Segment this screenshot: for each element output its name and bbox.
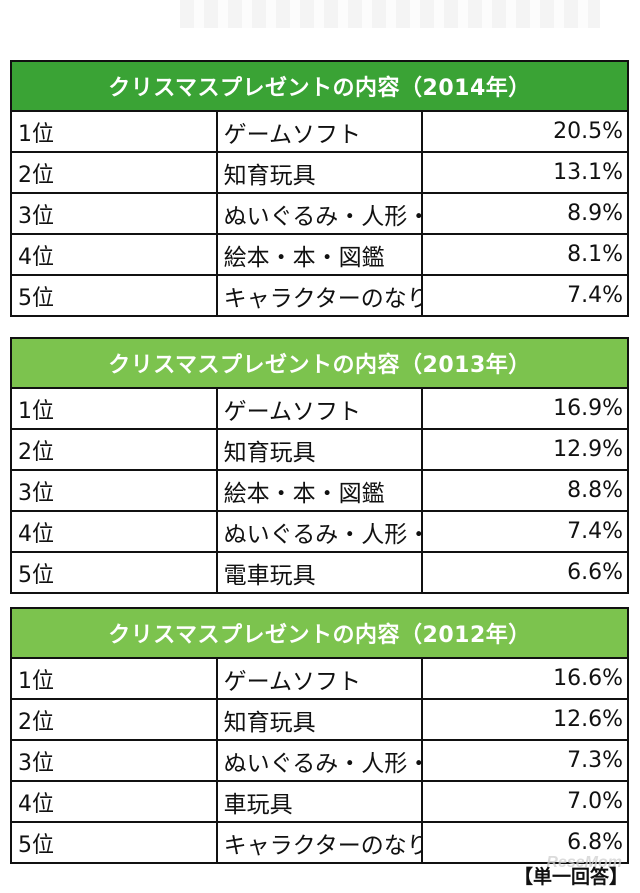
rank-cell: 1位 <box>10 657 218 700</box>
rank-cell: 4位 <box>10 233 218 276</box>
rank-cell: 2位 <box>10 698 218 741</box>
item-cell: 知育玩具 <box>215 698 424 741</box>
rank-cell: 2位 <box>10 428 218 471</box>
rank-cell: 1位 <box>10 387 218 430</box>
table-row: 1位 ゲームソフト 16.9% <box>10 387 629 430</box>
ranking-table-2013: クリスマスプレゼントの内容（2013年） 1位 ゲームソフト 16.9% 2位 … <box>10 337 629 594</box>
item-cell: 知育玩具 <box>215 151 424 194</box>
table-row: 4位 絵本・本・図鑑 8.1% <box>10 233 629 276</box>
item-cell: 車玩具 <box>215 780 424 823</box>
ranking-table-2012: クリスマスプレゼントの内容（2012年） 1位 ゲームソフト 16.6% 2位 … <box>10 607 629 864</box>
percent-cell: 16.9% <box>421 387 629 430</box>
answer-type-note: 【単一回答】 <box>513 866 628 888</box>
rank-cell: 5位 <box>10 551 218 594</box>
percent-cell: 7.0% <box>421 780 629 823</box>
percent-cell: 8.8% <box>421 469 629 512</box>
table-title: クリスマスプレゼントの内容（2013年） <box>10 337 629 389</box>
table-row: 5位 キャラクターのなりきり・変身玩具 6.8% <box>10 821 629 864</box>
rank-cell: 3位 <box>10 469 218 512</box>
item-cell: キャラクターのなりきり・変身玩具 <box>215 821 424 864</box>
rank-cell: 4位 <box>10 780 218 823</box>
table-title: クリスマスプレゼントの内容（2012年） <box>10 607 629 659</box>
watermark-logo: ReseMom <box>546 854 622 871</box>
percent-cell: 7.3% <box>421 739 629 782</box>
table-row: 2位 知育玩具 12.6% <box>10 698 629 741</box>
item-cell: ゲームソフト <box>215 110 424 153</box>
rank-cell: 3位 <box>10 192 218 235</box>
item-cell: 知育玩具 <box>215 428 424 471</box>
item-cell: キャラクターのなりきり・変身玩具 <box>215 274 424 317</box>
table-row: 2位 知育玩具 12.9% <box>10 428 629 471</box>
faint-top-band <box>180 0 600 28</box>
percent-cell: 8.9% <box>421 192 629 235</box>
percent-cell: 13.1% <box>421 151 629 194</box>
percent-cell: 12.6% <box>421 698 629 741</box>
rank-cell: 4位 <box>10 510 218 553</box>
table-row: 4位 ぬいぐるみ・人形・フィギュア・ロボット 7.4% <box>10 510 629 553</box>
rank-cell: 5位 <box>10 274 218 317</box>
rank-cell: 1位 <box>10 110 218 153</box>
percent-cell: 8.1% <box>421 233 629 276</box>
table-row: 5位 電車玩具 6.6% <box>10 551 629 594</box>
percent-cell: 12.9% <box>421 428 629 471</box>
percent-cell: 16.6% <box>421 657 629 700</box>
item-cell: 絵本・本・図鑑 <box>215 469 424 512</box>
item-cell: ぬいぐるみ・人形・フィギュア・ロボット <box>215 510 424 553</box>
percent-cell: 7.4% <box>421 510 629 553</box>
table-row: 4位 車玩具 7.0% <box>10 780 629 823</box>
table-row: 5位 キャラクターのなりきり・変身玩具 7.4% <box>10 274 629 317</box>
rank-cell: 2位 <box>10 151 218 194</box>
percent-cell: 6.6% <box>421 551 629 594</box>
percent-cell: 6.8% <box>421 821 629 864</box>
item-cell: ぬいぐるみ・人形・フィギュア・ロボット <box>215 192 424 235</box>
rank-cell: 5位 <box>10 821 218 864</box>
item-cell: 絵本・本・図鑑 <box>215 233 424 276</box>
table-row: 1位 ゲームソフト 20.5% <box>10 110 629 153</box>
table-row: 3位 ぬいぐるみ・人形・フィギュア・ロボット 8.9% <box>10 192 629 235</box>
ranking-table-2014: クリスマスプレゼントの内容（2014年） 1位 ゲームソフト 20.5% 2位 … <box>10 60 629 317</box>
rank-cell: 3位 <box>10 739 218 782</box>
percent-cell: 7.4% <box>421 274 629 317</box>
table-row: 2位 知育玩具 13.1% <box>10 151 629 194</box>
percent-cell: 20.5% <box>421 110 629 153</box>
table-row: 3位 ぬいぐるみ・人形・フィギュア・ロボット 7.3% <box>10 739 629 782</box>
table-row: 1位 ゲームソフト 16.6% <box>10 657 629 700</box>
table-title: クリスマスプレゼントの内容（2014年） <box>10 60 629 112</box>
table-row: 3位 絵本・本・図鑑 8.8% <box>10 469 629 512</box>
item-cell: ぬいぐるみ・人形・フィギュア・ロボット <box>215 739 424 782</box>
item-cell: ゲームソフト <box>215 387 424 430</box>
item-cell: ゲームソフト <box>215 657 424 700</box>
item-cell: 電車玩具 <box>215 551 424 594</box>
